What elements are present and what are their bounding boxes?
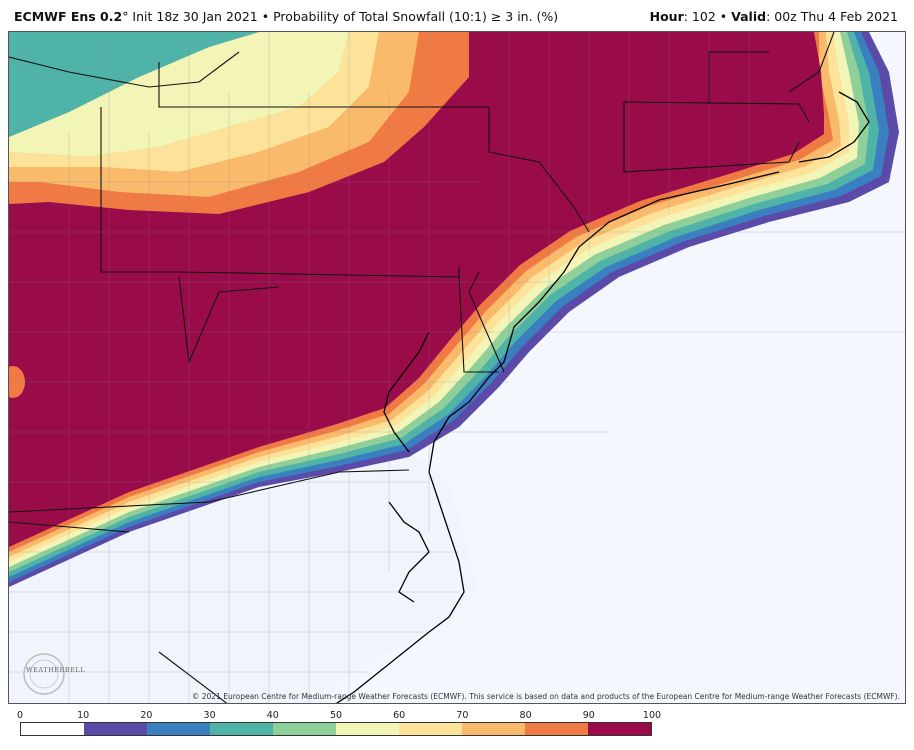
valid-separator: • bbox=[715, 9, 732, 24]
legend-swatch bbox=[147, 723, 210, 735]
init-time: Init 18z 30 Jan 2021 bbox=[128, 9, 258, 24]
high-probability-region bbox=[9, 32, 824, 547]
model-name: ECMWF Ens 0.2 bbox=[14, 9, 123, 24]
degree-symbol: ° bbox=[122, 9, 129, 24]
legend-swatch bbox=[462, 723, 525, 735]
legend-tick-label: 90 bbox=[582, 710, 595, 721]
legend-swatch bbox=[588, 723, 651, 735]
map-panel bbox=[8, 31, 906, 704]
hour-label: Hour bbox=[649, 9, 684, 24]
legend-tick-label: 30 bbox=[203, 710, 216, 721]
logo-text: WEATHERBELL bbox=[26, 666, 86, 674]
legend-swatch bbox=[399, 723, 462, 735]
legend-swatch bbox=[273, 723, 336, 735]
map-title: ECMWF Ens 0.2° Init 18z 30 Jan 2021 • Pr… bbox=[14, 9, 558, 24]
north-band-70 bbox=[9, 32, 419, 197]
legend-tick-label: 60 bbox=[393, 710, 406, 721]
valid-label: Valid bbox=[731, 9, 767, 24]
color-legend bbox=[20, 722, 652, 736]
valid-value: : 00z Thu 4 Feb 2021 bbox=[766, 9, 898, 24]
legend-tick-label: 0 bbox=[16, 710, 24, 721]
legend-ticks: 0 10 20 30 40 50 60 70 80 90 100 bbox=[16, 710, 661, 722]
legend-tick-label: 100 bbox=[642, 710, 662, 721]
legend-tick-label: 40 bbox=[266, 710, 279, 721]
legend-swatch bbox=[210, 723, 273, 735]
copyright-notice: © 2021 European Centre for Medium-range … bbox=[191, 692, 900, 701]
state-borders bbox=[9, 32, 835, 703]
legend-swatch bbox=[525, 723, 588, 735]
hour-value: : 102 bbox=[683, 9, 716, 24]
product-name: Probability of Total Snowfall (10:1) ≥ 3… bbox=[273, 9, 559, 24]
legend-tick-label: 20 bbox=[140, 710, 153, 721]
north-band-50 bbox=[9, 32, 349, 157]
header: ECMWF Ens 0.2° Init 18z 30 Jan 2021 • Pr… bbox=[0, 0, 914, 30]
legend-swatch bbox=[84, 723, 147, 735]
legend-swatch bbox=[21, 723, 84, 735]
map-canvas bbox=[9, 32, 905, 703]
county-lines bbox=[9, 32, 905, 703]
legend-tick-label: 70 bbox=[456, 710, 469, 721]
weatherbell-logo-icon bbox=[23, 653, 65, 695]
title-separator: • bbox=[257, 9, 274, 24]
legend-swatch bbox=[336, 723, 399, 735]
north-band-60 bbox=[9, 32, 379, 172]
valid-info: Hour: 102 • Valid: 00z Thu 4 Feb 2021 bbox=[650, 9, 898, 24]
legend-tick-label: 80 bbox=[519, 710, 532, 721]
legend-tick-label: 50 bbox=[329, 710, 343, 721]
north-band-80 bbox=[9, 32, 464, 210]
legend-tick-label: 10 bbox=[77, 710, 90, 721]
